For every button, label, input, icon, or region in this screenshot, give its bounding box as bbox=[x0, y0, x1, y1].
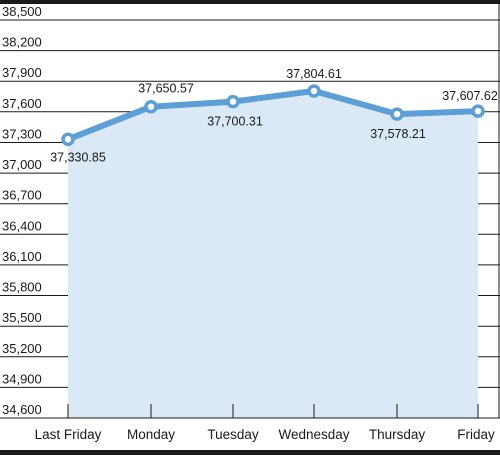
x-tick-label: Wednesday bbox=[278, 427, 349, 442]
y-tick-label: 36,700 bbox=[2, 188, 42, 203]
x-axis bbox=[0, 404, 500, 419]
y-tick-label: 37,900 bbox=[2, 65, 42, 80]
data-point bbox=[390, 107, 404, 121]
y-tick-label: 36,100 bbox=[2, 249, 42, 264]
x-tick-label: Monday bbox=[127, 427, 175, 442]
data-point bbox=[144, 99, 158, 114]
area-fill-shape bbox=[68, 91, 478, 418]
data-label: 37,578.21 bbox=[370, 127, 426, 141]
data-point bbox=[226, 94, 240, 109]
series-line bbox=[65, 88, 481, 143]
y-tick-label: 34,900 bbox=[2, 371, 42, 386]
data-label: 37,330.85 bbox=[50, 150, 106, 164]
y-tick-label: 38,500 bbox=[2, 4, 42, 19]
data-point bbox=[61, 132, 75, 147]
y-tick-label: 37,000 bbox=[2, 157, 42, 172]
y-tick-label: 35,200 bbox=[2, 341, 42, 356]
data-label: 37,650.57 bbox=[138, 82, 194, 96]
y-tick-label: 37,300 bbox=[2, 127, 42, 142]
y-tick-labels: 34,600 34,900 35,200 35,500 35,800 36,100 36,4… bbox=[2, 4, 42, 417]
area-fill bbox=[68, 91, 478, 418]
data-label: 37,700.31 bbox=[207, 115, 263, 129]
x-tick-label: Thursday bbox=[369, 427, 426, 442]
data-labels: 37,330.85 37,650.57 37,700.31 37,804.61 37,5… bbox=[50, 67, 498, 164]
y-tick-label: 38,200 bbox=[2, 35, 42, 50]
x-tick-label: Friday bbox=[457, 427, 495, 442]
y-tick-label: 36,400 bbox=[2, 218, 42, 233]
data-points bbox=[61, 84, 485, 147]
series-polyline bbox=[65, 88, 481, 143]
y-tick-label: 35,800 bbox=[2, 280, 42, 295]
data-label: 37,607.62 bbox=[442, 89, 498, 103]
data-point bbox=[307, 84, 321, 98]
bottom-bar bbox=[0, 450, 500, 455]
x-tick-label: Last Friday bbox=[35, 427, 102, 442]
y-tick-label: 35,500 bbox=[2, 310, 42, 325]
data-point bbox=[471, 104, 485, 118]
y-tick-label: 37,600 bbox=[2, 96, 42, 111]
x-tick-labels: Last Friday Monday Tuesday Wednesday Thursda… bbox=[35, 427, 495, 442]
data-label: 37,804.61 bbox=[286, 67, 342, 81]
y-tick-label: 34,600 bbox=[2, 402, 42, 417]
x-tick-label: Tuesday bbox=[207, 427, 259, 442]
top-bar bbox=[0, 0, 500, 4]
